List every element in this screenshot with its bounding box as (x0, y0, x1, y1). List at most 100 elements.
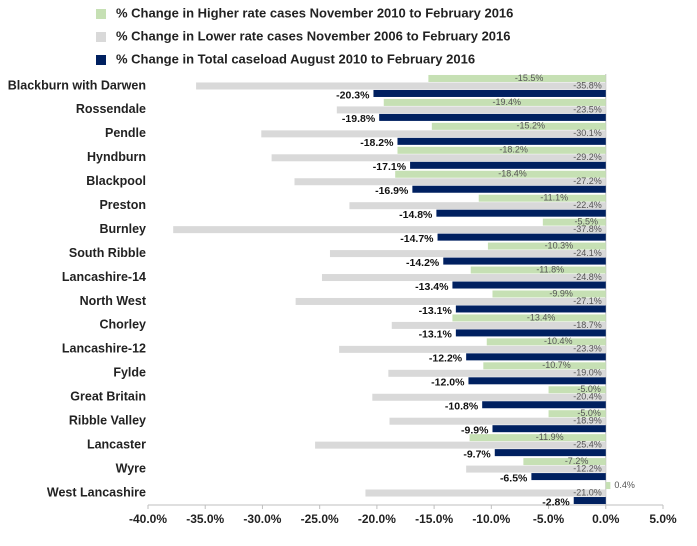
y-tick-label: Blackpool (86, 174, 146, 188)
bar (455, 305, 606, 313)
data-label: -29.2% (573, 152, 602, 162)
data-label: -19.0% (573, 368, 602, 378)
data-label: -5.0% (577, 408, 601, 418)
legend-label: % Change in Lower rate cases November 20… (116, 28, 511, 43)
data-label: -9.9% (461, 424, 489, 436)
bar (389, 417, 606, 425)
bar (468, 377, 606, 385)
bar (492, 290, 606, 298)
data-label: -24.8% (573, 272, 602, 282)
data-label: 0.4% (614, 480, 635, 490)
bar (523, 458, 606, 466)
bar (494, 449, 606, 457)
y-tick-label: West Lancashire (47, 485, 146, 499)
y-tick-label: Pendle (105, 126, 146, 140)
data-label: -18.2% (360, 137, 394, 149)
x-tick-label: -5.0% (533, 512, 565, 526)
bar (383, 98, 606, 106)
x-tick-label: -20.0% (358, 512, 396, 526)
legend-label: % Change in Total caseload August 2010 t… (116, 51, 475, 66)
data-label: -15.2% (517, 121, 546, 131)
bar (436, 209, 606, 217)
bar (605, 482, 611, 490)
bar (321, 274, 606, 282)
data-label: -12.2% (573, 463, 602, 473)
data-label: -18.4% (498, 169, 527, 179)
y-tick-label: Great Britain (70, 390, 146, 404)
bar (466, 465, 606, 473)
y-tick-label: Hyndburn (87, 150, 146, 164)
x-tick-label: 5.0% (649, 512, 677, 526)
bar (412, 185, 606, 193)
bar (294, 178, 606, 186)
data-label: -7.2% (565, 456, 589, 466)
bar (196, 82, 606, 90)
data-label: -14.7% (400, 233, 434, 245)
data-label: -24.1% (573, 248, 602, 258)
bar (437, 233, 606, 241)
bar (492, 425, 606, 433)
bar (372, 393, 606, 401)
y-tick-label: Blackburn with Darwen (8, 78, 146, 92)
y-tick-label: Ribble Valley (69, 413, 146, 427)
data-label: -5.5% (575, 217, 599, 227)
bar (573, 497, 606, 505)
bar (261, 130, 606, 138)
data-label: -21.0% (573, 487, 602, 497)
bar (379, 113, 606, 121)
data-label: -14.2% (406, 257, 440, 269)
data-label: -12.0% (431, 377, 465, 389)
data-label: -13.1% (419, 329, 453, 341)
data-label: -5.0% (577, 384, 601, 394)
data-label: -13.4% (527, 312, 556, 322)
y-tick-label: Lancashire-12 (62, 342, 146, 356)
bar (478, 194, 606, 202)
bar (470, 266, 606, 274)
data-label: -35.8% (573, 80, 602, 90)
bar (466, 353, 606, 361)
bar (531, 473, 606, 481)
bar (469, 434, 606, 442)
bar (431, 122, 606, 130)
bar (271, 154, 606, 162)
x-tick-label: -25.0% (301, 512, 339, 526)
data-label: -18.2% (499, 145, 528, 155)
bar (349, 202, 606, 210)
legend-swatch (96, 55, 106, 65)
data-label: -30.1% (573, 128, 602, 138)
data-label: -17.1% (373, 161, 407, 173)
data-label: -10.3% (545, 240, 574, 250)
bar (336, 106, 606, 114)
data-label: -2.8% (542, 496, 570, 508)
data-label: -11.8% (536, 264, 564, 274)
bar (373, 89, 606, 97)
bar (542, 218, 606, 226)
data-label: -11.1% (540, 193, 568, 203)
bar (395, 170, 606, 178)
data-label: -16.9% (375, 185, 409, 197)
y-tick-label: Chorley (99, 318, 146, 332)
data-label: -10.4% (544, 336, 573, 346)
bar (329, 250, 606, 258)
data-label: -23.3% (573, 344, 602, 354)
data-label: -20.4% (573, 392, 602, 402)
x-tick-label: -15.0% (415, 512, 453, 526)
data-label: -13.1% (419, 305, 453, 317)
data-label: -13.4% (415, 281, 449, 293)
bar (388, 369, 606, 377)
data-label: -22.4% (573, 200, 602, 210)
x-tick-label: -10.0% (472, 512, 510, 526)
data-label: -19.8% (342, 113, 376, 125)
legend-swatch (96, 9, 106, 19)
bar (397, 137, 606, 145)
bar (295, 297, 606, 305)
data-label: -27.2% (573, 176, 602, 186)
bar (428, 74, 606, 82)
data-label: -15.5% (515, 73, 544, 83)
data-label: -18.7% (573, 320, 602, 330)
bar (443, 257, 606, 265)
y-tick-label: Burnley (99, 222, 146, 236)
y-tick-label: Preston (99, 198, 146, 212)
data-label: -12.2% (429, 353, 463, 365)
